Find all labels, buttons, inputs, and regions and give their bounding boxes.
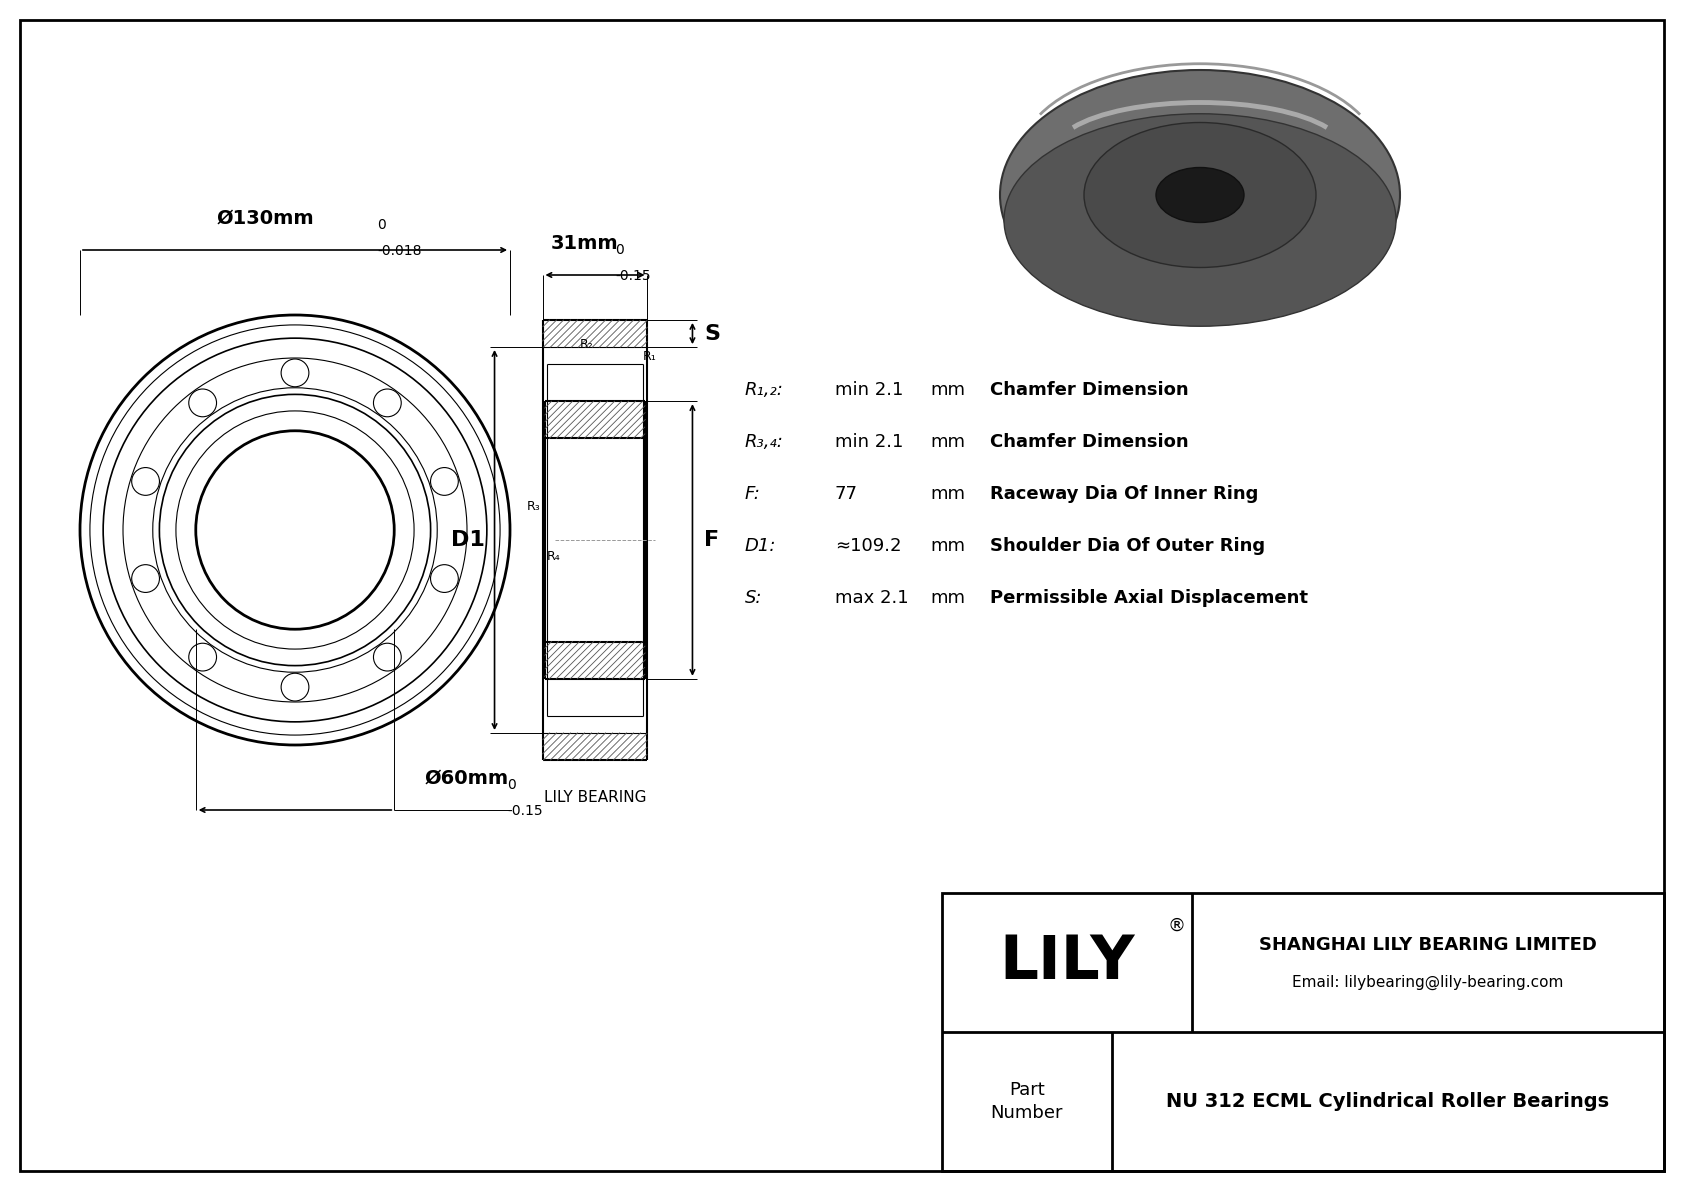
- Text: Part
Number: Part Number: [990, 1080, 1063, 1122]
- Text: min 2.1: min 2.1: [835, 434, 903, 451]
- Text: NU 312 ECML Cylindrical Roller Bearings: NU 312 ECML Cylindrical Roller Bearings: [1167, 1092, 1610, 1111]
- Text: D1: D1: [451, 530, 485, 550]
- Text: -0.15: -0.15: [615, 269, 650, 283]
- Text: 31mm: 31mm: [551, 233, 618, 252]
- Text: min 2.1: min 2.1: [835, 381, 903, 399]
- Text: mm: mm: [930, 434, 965, 451]
- Bar: [941, 893, 1664, 1171]
- Text: Chamfer Dimension: Chamfer Dimension: [990, 434, 1189, 451]
- Text: Email: lilybearing@lily-bearing.com: Email: lilybearing@lily-bearing.com: [1292, 975, 1564, 990]
- Text: 0: 0: [377, 218, 386, 232]
- Text: mm: mm: [930, 537, 965, 555]
- Text: R₃,₄:: R₃,₄:: [744, 434, 783, 451]
- Text: ®: ®: [1167, 917, 1186, 935]
- Text: S:: S:: [744, 590, 763, 607]
- Text: -0.15: -0.15: [507, 804, 542, 818]
- Text: -0.018: -0.018: [377, 244, 421, 258]
- Text: F:: F:: [744, 485, 761, 503]
- Text: R₄: R₄: [547, 550, 561, 563]
- Text: max 2.1: max 2.1: [835, 590, 909, 607]
- Text: 77: 77: [835, 485, 859, 503]
- Ellipse shape: [1084, 123, 1315, 268]
- Text: mm: mm: [930, 590, 965, 607]
- Text: R₁: R₁: [643, 350, 657, 363]
- Text: D1:: D1:: [744, 537, 776, 555]
- Text: mm: mm: [930, 381, 965, 399]
- Text: 0: 0: [507, 778, 515, 792]
- Text: R₂: R₂: [579, 338, 594, 351]
- Text: ≈109.2: ≈109.2: [835, 537, 901, 555]
- Text: Ø130mm: Ø130mm: [216, 208, 313, 227]
- Text: S: S: [704, 324, 721, 343]
- Text: LILY: LILY: [999, 933, 1135, 992]
- Text: Raceway Dia Of Inner Ring: Raceway Dia Of Inner Ring: [990, 485, 1258, 503]
- Text: 0: 0: [615, 243, 623, 257]
- Ellipse shape: [1000, 70, 1399, 320]
- Text: R₁,₂:: R₁,₂:: [744, 381, 783, 399]
- Text: Permissible Axial Displacement: Permissible Axial Displacement: [990, 590, 1308, 607]
- Ellipse shape: [1004, 114, 1396, 326]
- Bar: [542, 732, 647, 760]
- Text: mm: mm: [930, 485, 965, 503]
- Text: F: F: [704, 530, 719, 550]
- Text: Shoulder Dia Of Outer Ring: Shoulder Dia Of Outer Ring: [990, 537, 1265, 555]
- Ellipse shape: [1155, 168, 1244, 223]
- Bar: [542, 320, 647, 347]
- Text: LILY BEARING: LILY BEARING: [544, 790, 647, 805]
- Bar: [544, 642, 645, 679]
- Text: Ø60mm: Ø60mm: [424, 769, 509, 788]
- Text: SHANGHAI LILY BEARING LIMITED: SHANGHAI LILY BEARING LIMITED: [1260, 935, 1596, 954]
- Bar: [544, 401, 645, 438]
- Text: R₃: R₃: [527, 500, 541, 512]
- Text: Chamfer Dimension: Chamfer Dimension: [990, 381, 1189, 399]
